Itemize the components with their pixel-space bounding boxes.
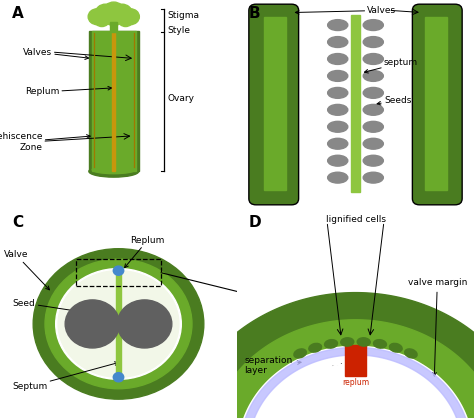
Ellipse shape: [328, 54, 348, 64]
Ellipse shape: [89, 166, 138, 177]
Text: D: D: [249, 215, 262, 230]
Polygon shape: [426, 17, 447, 190]
Ellipse shape: [363, 104, 383, 115]
Circle shape: [105, 10, 123, 26]
Ellipse shape: [328, 37, 348, 48]
Bar: [76, 259, 161, 286]
Circle shape: [56, 269, 181, 380]
Text: replum: replum: [342, 378, 369, 387]
Polygon shape: [345, 345, 366, 376]
Ellipse shape: [328, 121, 348, 132]
Polygon shape: [210, 320, 474, 418]
Text: valve margin: valve margin: [408, 278, 467, 376]
Ellipse shape: [363, 138, 383, 149]
Text: Style: Style: [167, 26, 190, 35]
Circle shape: [113, 373, 124, 382]
Text: ena: ena: [351, 363, 365, 372]
Text: Replum: Replum: [125, 236, 165, 268]
Text: B: B: [249, 6, 261, 21]
Circle shape: [65, 300, 119, 348]
Circle shape: [121, 9, 139, 25]
Ellipse shape: [328, 71, 348, 82]
Circle shape: [118, 13, 133, 27]
Ellipse shape: [341, 338, 354, 346]
Polygon shape: [351, 15, 360, 192]
Ellipse shape: [325, 340, 337, 348]
Polygon shape: [264, 17, 285, 190]
Circle shape: [103, 2, 124, 21]
Text: separation
layer: separation layer: [244, 356, 301, 375]
Ellipse shape: [363, 121, 383, 132]
Bar: [110, 22, 117, 32]
Ellipse shape: [309, 343, 321, 352]
Ellipse shape: [357, 338, 370, 346]
Text: Seeds: Seeds: [377, 96, 411, 105]
Ellipse shape: [363, 155, 383, 166]
Text: Ovary: Ovary: [167, 94, 194, 103]
Polygon shape: [89, 31, 138, 171]
Ellipse shape: [328, 87, 348, 98]
Text: Septum: Septum: [12, 362, 118, 391]
Ellipse shape: [390, 343, 402, 352]
Ellipse shape: [363, 87, 383, 98]
Text: C: C: [12, 215, 23, 230]
Ellipse shape: [363, 172, 383, 183]
Circle shape: [113, 266, 124, 275]
Ellipse shape: [328, 155, 348, 166]
Circle shape: [45, 259, 192, 389]
Polygon shape: [92, 31, 136, 171]
Ellipse shape: [363, 54, 383, 64]
Polygon shape: [258, 364, 453, 418]
Ellipse shape: [363, 20, 383, 31]
Text: Replum: Replum: [25, 87, 111, 97]
Polygon shape: [112, 31, 116, 171]
Circle shape: [94, 13, 109, 27]
Text: Valves: Valves: [295, 6, 396, 15]
Text: Valves: Valves: [23, 48, 89, 59]
Text: lignified cells: lignified cells: [326, 215, 385, 224]
Circle shape: [118, 300, 172, 348]
Ellipse shape: [328, 104, 348, 115]
Polygon shape: [116, 271, 121, 377]
Text: Valve: Valve: [0, 417, 1, 418]
Circle shape: [33, 249, 204, 399]
Ellipse shape: [294, 349, 306, 358]
Text: Dehiscence
Zone: Dehiscence Zone: [0, 133, 90, 152]
Polygon shape: [241, 347, 470, 418]
Text: Seed: Seed: [13, 298, 89, 314]
Circle shape: [88, 9, 106, 25]
Polygon shape: [180, 293, 474, 418]
FancyBboxPatch shape: [249, 4, 299, 205]
Ellipse shape: [405, 349, 417, 358]
Ellipse shape: [328, 138, 348, 149]
Text: pericarp: pericarp: [0, 417, 1, 418]
Ellipse shape: [363, 37, 383, 48]
Text: septum: septum: [365, 58, 418, 73]
Text: Valve: Valve: [4, 250, 49, 290]
Text: Septum: Septum: [338, 393, 373, 402]
FancyBboxPatch shape: [412, 4, 462, 205]
Ellipse shape: [363, 71, 383, 82]
Text: Stigma: Stigma: [167, 11, 199, 20]
Ellipse shape: [92, 166, 136, 174]
Circle shape: [58, 271, 179, 377]
Circle shape: [96, 4, 116, 22]
Ellipse shape: [328, 172, 348, 183]
Ellipse shape: [328, 20, 348, 31]
Ellipse shape: [374, 340, 386, 348]
Circle shape: [112, 4, 132, 22]
Text: A: A: [12, 6, 24, 21]
Text: enb: enb: [330, 363, 345, 372]
